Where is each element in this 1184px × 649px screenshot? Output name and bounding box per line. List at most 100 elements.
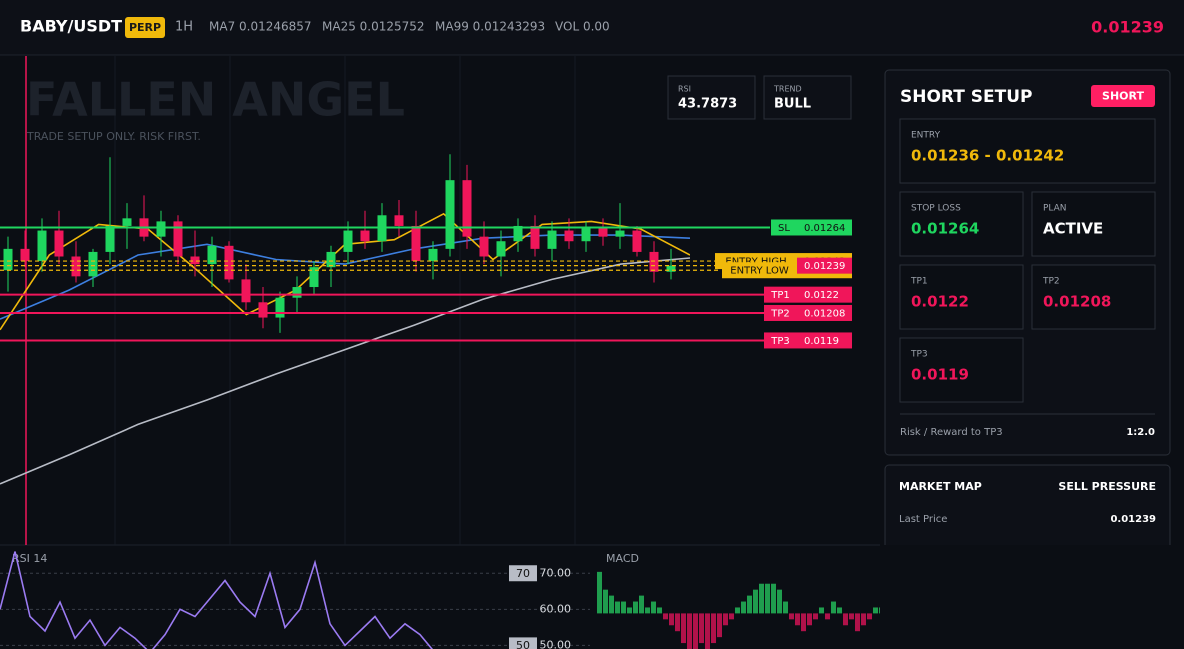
panel-mask <box>880 545 1184 649</box>
watermark: TRADE SETUP ONLY. RISK FIRST. <box>26 130 201 143</box>
moving-average <box>0 234 690 320</box>
candle-body <box>326 251 336 268</box>
candle-body <box>275 297 285 318</box>
candle-body <box>343 230 353 252</box>
level-value: 0.0122 <box>804 290 839 301</box>
level-label: SL <box>778 223 790 234</box>
stat-box <box>763 75 852 120</box>
candle-body <box>88 251 98 277</box>
label: VOL 0.00 <box>555 20 610 34</box>
histogram-bar <box>765 583 770 614</box>
watermark: FALLEN ANGEL <box>26 73 405 127</box>
histogram-bar <box>615 601 620 614</box>
setup-card <box>899 264 1024 330</box>
label: 0.01239 <box>1091 18 1164 37</box>
level-value: 0.0119 <box>804 336 839 347</box>
label: BABY/USDT <box>20 17 122 36</box>
setup-card <box>899 337 1024 403</box>
histogram-bar <box>807 613 812 626</box>
top-bar <box>0 0 1184 55</box>
label: 1:2.0 <box>1126 427 1155 438</box>
histogram-bar <box>627 607 632 614</box>
histogram-bar <box>663 613 668 620</box>
histogram-bar <box>705 613 710 649</box>
label: ENTRY <box>911 131 941 141</box>
level-tag <box>764 332 852 349</box>
label: 0.01239 <box>1110 514 1156 525</box>
grid <box>114 56 576 545</box>
candle-body <box>156 221 166 237</box>
short-button[interactable] <box>1091 85 1155 107</box>
panel-title: MACD <box>606 552 639 565</box>
level-label: TP1 <box>770 290 790 301</box>
candle-body <box>547 230 557 249</box>
histogram-bar <box>789 613 794 620</box>
panel-title: RSI 14 <box>12 552 47 565</box>
candle-body <box>462 180 472 237</box>
candle-body <box>496 241 506 257</box>
label: 1H <box>175 20 193 35</box>
label: PLAN <box>1043 204 1067 214</box>
label: STOP LOSS <box>911 204 961 214</box>
setup-card <box>1031 264 1156 330</box>
label: SHORT <box>1102 90 1144 103</box>
candle-body <box>581 227 591 242</box>
histogram-bar <box>711 613 716 644</box>
label: MA25 0.0125752 <box>322 20 425 34</box>
candle-body <box>258 302 268 318</box>
candle-body <box>3 248 13 271</box>
histogram-bar <box>651 601 656 614</box>
label: MA7 0.01246857 <box>209 20 312 34</box>
histogram-bar <box>777 589 782 614</box>
histogram-bar <box>741 601 746 614</box>
market-panel <box>884 464 1171 556</box>
candle-body <box>564 230 574 242</box>
level-label: TP3 <box>770 336 790 347</box>
label: TP3 <box>910 350 928 360</box>
y-tick-label: 70.00 <box>540 566 572 579</box>
label: SHORT SETUP <box>900 87 1032 107</box>
level-tag <box>771 219 852 236</box>
level-tag <box>764 304 852 321</box>
candle-body <box>479 236 489 257</box>
histogram-bar <box>783 601 788 614</box>
histogram-bar <box>645 607 650 614</box>
label: MARKET MAP <box>899 480 982 493</box>
candle-body <box>54 230 64 257</box>
histogram-bar <box>861 613 866 626</box>
histogram-bar <box>795 613 800 626</box>
candle-body <box>20 248 30 262</box>
candle-body <box>445 180 455 249</box>
rsi-line <box>0 551 434 649</box>
candle-body <box>173 221 183 257</box>
last-price-tag <box>797 257 852 274</box>
badge <box>125 17 165 38</box>
histogram-bar <box>831 601 836 614</box>
candle-body <box>666 265 676 272</box>
histogram-bar <box>813 613 818 620</box>
candle-body <box>428 248 438 262</box>
level-tag <box>764 286 852 303</box>
candle-body <box>513 225 523 242</box>
label: RSI <box>678 85 691 94</box>
candle-body <box>292 287 302 298</box>
label: 0.0119 <box>911 366 969 384</box>
y-tick-label: 50.00 <box>540 638 572 649</box>
histogram-bar <box>819 607 824 614</box>
moving-average <box>0 257 690 485</box>
candle-body <box>530 225 540 249</box>
label: 0.01264 <box>911 220 979 238</box>
histogram-bar <box>687 613 692 649</box>
histogram-bar <box>693 613 698 649</box>
setup-card <box>1031 191 1156 257</box>
label: TP2 <box>1042 277 1060 287</box>
histogram-bar <box>675 613 680 632</box>
y-tick-label: 60.00 <box>540 602 572 615</box>
histogram-bar <box>621 601 626 614</box>
histogram-bar <box>771 583 776 614</box>
histogram-bar <box>747 595 752 614</box>
histogram-bar <box>855 613 860 632</box>
label: 0.01236 - 0.01242 <box>911 147 1064 165</box>
histogram-bar <box>759 583 764 614</box>
